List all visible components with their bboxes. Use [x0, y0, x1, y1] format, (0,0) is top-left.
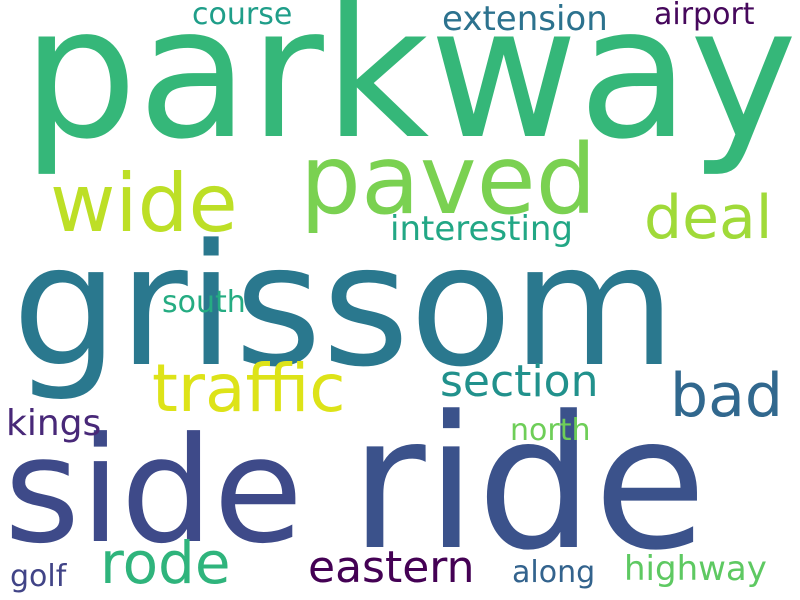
- word-kings: kings: [6, 403, 102, 444]
- word-ride: ride: [350, 377, 707, 591]
- word-deal: deal: [644, 183, 773, 253]
- word-paved: paved: [300, 124, 597, 236]
- word-course: course: [192, 0, 293, 32]
- word-airport: airport: [654, 0, 755, 32]
- word-traffic: traffic: [152, 350, 346, 427]
- word-south: south: [162, 285, 246, 320]
- word-extension: extension: [442, 0, 608, 39]
- word-rode: rode: [100, 529, 231, 597]
- word-grissom: grissom: [12, 208, 676, 404]
- word-interesting: interesting: [390, 209, 574, 249]
- word-section: section: [440, 356, 599, 407]
- word-parkway: parkway: [22, 0, 798, 179]
- word-bad: bad: [670, 361, 783, 431]
- word-eastern: eastern: [308, 542, 475, 593]
- word-highway: highway: [624, 549, 767, 589]
- word-along: along: [512, 555, 596, 590]
- word-north: north: [510, 413, 591, 448]
- word-wide: wide: [50, 157, 238, 250]
- word-side: side: [4, 406, 304, 576]
- word-golf: golf: [10, 559, 67, 594]
